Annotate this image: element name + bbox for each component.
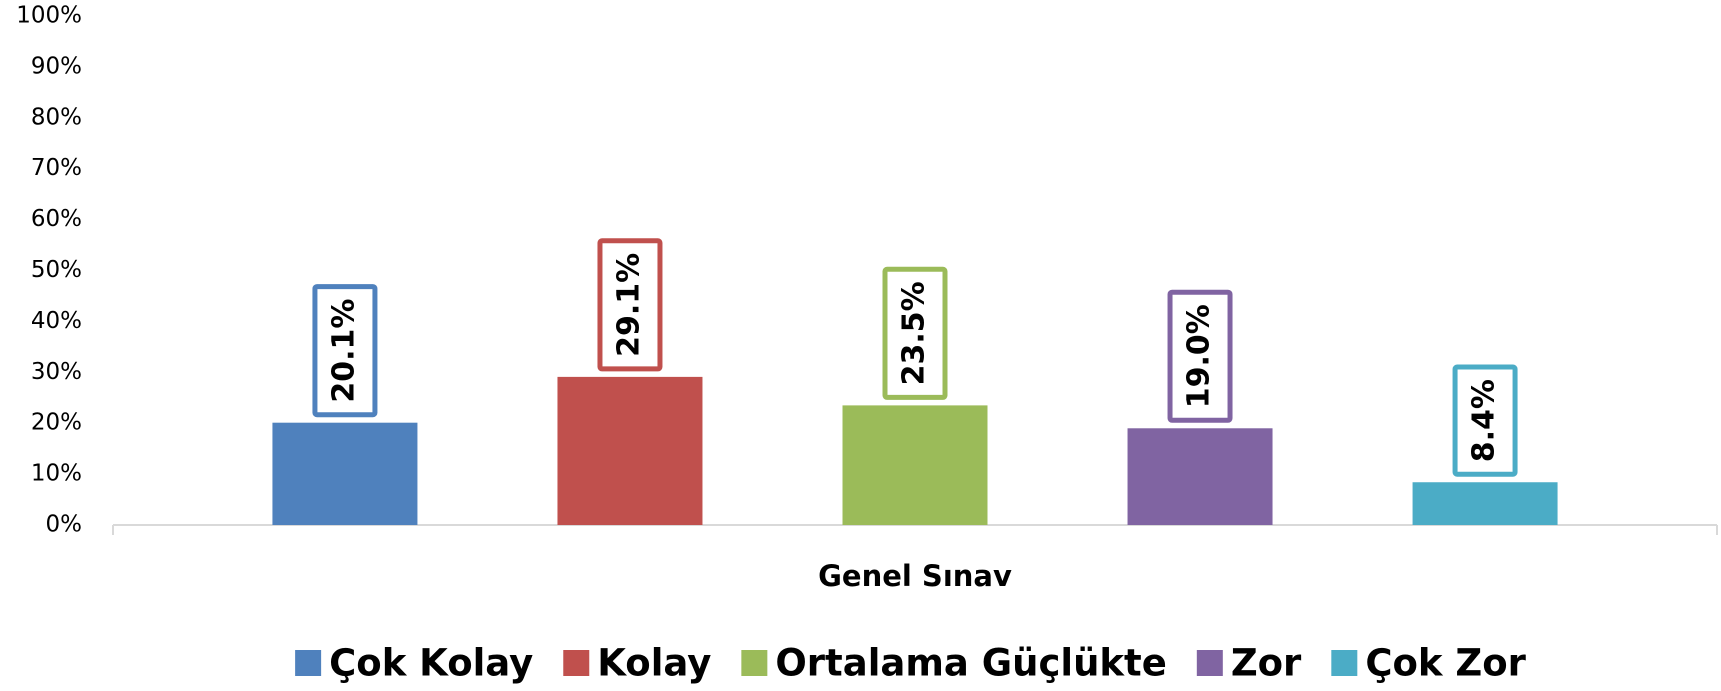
legend-label: Kolay — [597, 642, 711, 685]
y-tick-label: 100% — [16, 3, 82, 29]
y-tick-label: 60% — [31, 206, 82, 232]
data-label-text: 19.0% — [1182, 304, 1217, 408]
legend-swatch — [295, 650, 322, 676]
bar — [842, 405, 988, 525]
legend-label: Zor — [1231, 642, 1302, 685]
data-label-text: 29.1% — [611, 253, 646, 357]
y-tick-label: 30% — [31, 359, 82, 385]
data-label: 8.4% — [1452, 364, 1518, 477]
data-label-text: 8.4% — [1467, 379, 1502, 462]
y-tick-label: 90% — [31, 53, 82, 79]
legend-label: Çok Zor — [1365, 642, 1526, 685]
x-tick-label: Genel Sınav — [818, 559, 1012, 593]
data-label-text: 23.5% — [897, 281, 932, 385]
legend: Çok Kolay Kolay Ortalama Güçlükte Zor Çok Zo… — [295, 642, 1527, 685]
y-tick-label: 50% — [31, 257, 82, 283]
data-label-box — [1452, 364, 1518, 477]
legend-swatch — [563, 650, 590, 676]
data-label: 29.1% — [597, 238, 663, 372]
y-tick-label: 0% — [46, 512, 83, 538]
legend-swatch — [741, 650, 768, 676]
y-tick-label: 80% — [31, 104, 82, 130]
bar — [1127, 428, 1273, 525]
data-label: 23.5% — [882, 266, 948, 400]
data-label: 20.1% — [312, 284, 378, 418]
y-tick-label: 10% — [31, 461, 82, 487]
data-label: 19.0% — [1167, 289, 1233, 423]
legend-swatch — [1196, 650, 1223, 676]
data-label-box — [312, 284, 378, 418]
bar — [557, 376, 703, 525]
bar — [272, 422, 418, 525]
data-label-text: 20.1% — [326, 299, 361, 403]
y-tick-label: 20% — [31, 410, 82, 436]
y-tick-label: 70% — [31, 155, 82, 181]
legend-swatch — [1331, 650, 1358, 676]
legend-label: Çok Kolay — [329, 642, 533, 685]
bar — [1412, 482, 1558, 525]
legend-label: Ortalama Güçlükte — [775, 642, 1166, 685]
y-tick-label: 40% — [31, 308, 82, 334]
data-label-box — [882, 266, 948, 400]
data-label-box — [1167, 289, 1233, 423]
data-label-box — [597, 238, 663, 372]
